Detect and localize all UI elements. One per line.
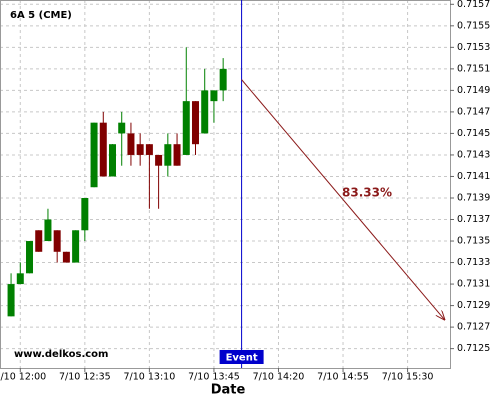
x-tick-label: 7/10 13:10 [124,372,176,383]
y-tick-label: 0.7135 [457,236,490,247]
candle-body [210,90,218,102]
marks [7,47,227,317]
candle-body [99,122,107,177]
candle-body [155,154,163,166]
y-tick-label: 0.7155 [457,20,490,31]
projection-label: 83.33% [342,186,392,200]
y-tick-label: 0.7139 [457,192,490,203]
x-tick-label: 7/10 14:20 [253,372,305,383]
candle-body [109,144,116,177]
y-tick-label: 0.7157 [457,0,490,10]
candle-body [90,122,98,188]
candle-body [164,144,172,166]
y-tick-label: 0.7143 [457,149,490,160]
grid [0,0,450,368]
candle-body [173,144,181,166]
candle-body [35,230,43,252]
candle-body [182,101,190,155]
projection-arrow [241,79,445,320]
chart-title: 6A 5 (CME) [10,10,72,21]
x-tick-label: 7/10 15:30 [382,372,434,383]
y-tick-label: 0.7137 [457,214,490,225]
y-tick-label: 0.7153 [457,42,490,53]
x-axis-label: Date [211,383,246,398]
event-label: Event [226,353,258,364]
candle-body [62,251,70,263]
y-tick-label: 0.7149 [457,85,490,96]
x-tick-label: 7/10 14:55 [317,372,369,383]
candle-body [72,230,80,263]
y-tick-label: 0.7127 [457,322,490,333]
candle-body [53,230,61,252]
watermark: www.delkos.com [14,349,108,360]
plot-border [0,0,451,369]
y-tick-label: 0.7151 [457,63,490,74]
x-tick-label: 7/10 12:35 [59,372,111,383]
candle-body [7,284,15,317]
candle-body [136,144,144,155]
y-tick-label: 0.7145 [457,128,490,139]
candle-body [127,133,135,155]
y-tick-label: 0.7129 [457,300,490,311]
candle-body [26,241,34,274]
candle-body [191,101,199,145]
candle-body [118,122,126,134]
event-box [219,350,264,364]
candle-body [201,90,209,134]
y-tick-label: 0.7147 [457,106,490,117]
candle-body [145,144,153,155]
candle-body [16,273,24,285]
candle-body [44,219,52,242]
y-tick-label: 0.7131 [457,279,490,290]
candle-body [219,68,227,91]
x-tick-label: 7/10 12:00 [0,372,46,383]
candle-body [81,197,89,231]
x-tick-label: 7/10 13:45 [188,372,240,383]
y-tick-label: 0.7141 [457,171,490,182]
y-tick-label: 0.7125 [457,343,490,354]
y-tick-label: 0.7133 [457,257,490,268]
